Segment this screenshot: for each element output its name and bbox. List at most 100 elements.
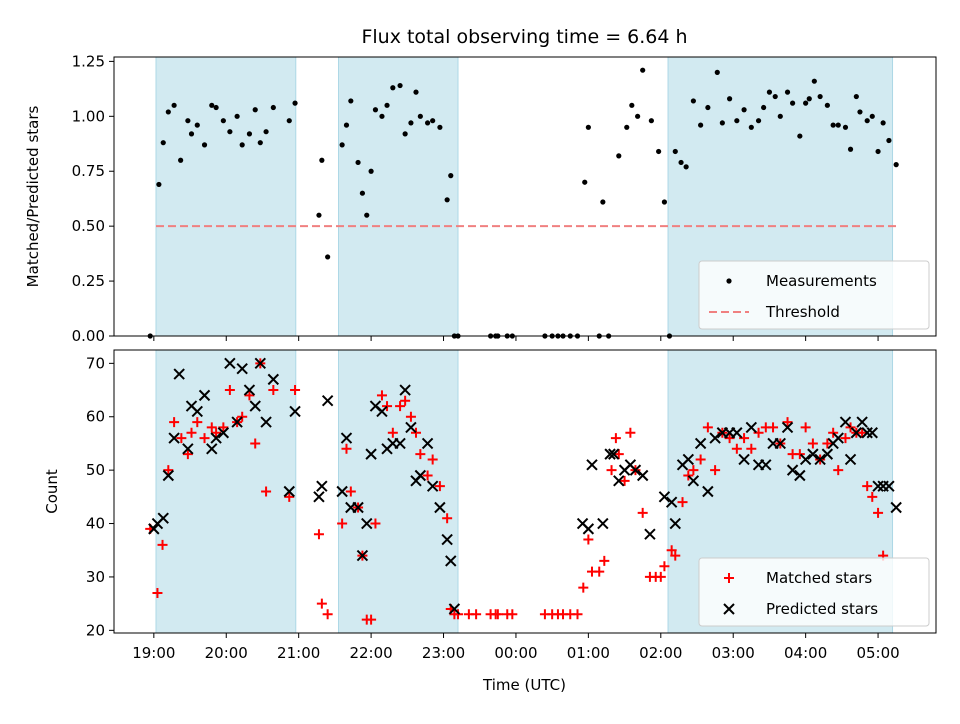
measurement-point: [777, 113, 783, 119]
measurement-point: [384, 102, 390, 108]
predicted-star-point: [224, 357, 236, 370]
measurement-point: [444, 197, 450, 203]
shaded-interval: [338, 349, 459, 634]
y-tick-label: 70: [86, 354, 105, 372]
predicted-star-point: [658, 491, 671, 503]
measurement-point: [705, 104, 711, 111]
predicted-star-point: [352, 501, 364, 514]
predicted-star-point: [709, 432, 721, 444]
measurement-point: [806, 96, 812, 102]
measurement-point: [160, 140, 166, 146]
measurement-point: [319, 157, 325, 163]
measurement-point: [864, 118, 870, 124]
predicted-star-point: [191, 405, 203, 418]
predicted-star-point: [243, 384, 256, 396]
predicted-star-point: [361, 517, 373, 530]
matched-star-point: [387, 427, 398, 438]
measurement-point: [690, 98, 696, 104]
measurement-point: [761, 104, 767, 111]
measurement-point: [811, 78, 817, 84]
matched-star-point: [186, 427, 197, 438]
predicted-star-point: [231, 416, 243, 428]
predicted-star-point: [613, 475, 625, 487]
matched-star-point: [176, 433, 187, 444]
matched-star-point: [206, 422, 217, 433]
predicted-star-point: [260, 416, 272, 428]
predicted-star-point: [236, 362, 248, 375]
matched-star-point: [862, 481, 873, 492]
legend-label: Matched stars: [766, 569, 872, 587]
matched-star-point: [833, 465, 844, 476]
y-tick-label: 0.75: [72, 162, 105, 180]
predicted-star-point: [794, 469, 806, 482]
measurement-point: [165, 109, 171, 115]
y-axis-label: Matched/Predicted stars: [24, 106, 42, 288]
measurement-point: [390, 85, 396, 91]
matched-star-point: [157, 539, 168, 550]
measurement-point: [257, 140, 263, 146]
matched-star-point: [610, 433, 621, 444]
matched-star-point: [702, 422, 713, 433]
measurement-point: [886, 137, 892, 144]
predicted-star-point: [821, 448, 834, 460]
predicted-star-point: [289, 405, 301, 418]
predicted-star-point: [376, 405, 388, 418]
x-tick-label: 19:00: [132, 644, 175, 662]
matched-star-point: [250, 438, 261, 449]
matched-star-point: [152, 587, 163, 598]
predicted-star-point: [168, 432, 180, 444]
predicted-star-point: [586, 459, 598, 471]
legend-dot-icon: [726, 278, 732, 284]
matched-star-point: [857, 427, 868, 438]
predicted-star-point: [210, 432, 222, 444]
plot-frame: [113, 56, 937, 337]
measurement-point: [600, 199, 606, 205]
predicted-star-point: [866, 427, 878, 439]
matched-star-point: [637, 507, 648, 518]
matched-star-point: [199, 433, 210, 444]
measurement-point: [424, 120, 431, 126]
predicted-star-point: [687, 475, 700, 487]
matched-star-point: [434, 481, 445, 492]
predicted-star-point: [582, 523, 595, 535]
x-tick-label: 00:00: [494, 644, 537, 662]
x-tick-label: 21:00: [277, 644, 320, 662]
predicted-star-point: [644, 528, 656, 540]
matched-star-point: [840, 433, 851, 444]
chart-title: Flux total observing time = 6.64 h: [361, 26, 687, 48]
measurement-point: [270, 104, 276, 111]
measurement-point: [368, 168, 374, 174]
matched-star-point: [768, 422, 779, 433]
predicted-star-point: [669, 517, 681, 530]
measurement-point: [748, 124, 754, 130]
measurement-point: [213, 104, 219, 111]
predicted-star-point: [774, 437, 786, 450]
matched-star-point: [782, 417, 793, 428]
measurement-point: [201, 142, 208, 148]
measurement-point: [325, 254, 331, 260]
legend: Matched stars Predicted stars: [698, 557, 930, 627]
matched-star-point: [572, 609, 583, 620]
legend-plus-icon: [724, 573, 734, 583]
measurement-point: [582, 179, 588, 185]
predicted-star-point: [745, 421, 758, 434]
matched-star-point: [290, 385, 301, 396]
predicted-star-point: [738, 453, 750, 466]
matched-star-point: [411, 427, 422, 438]
measurement-point: [741, 107, 747, 113]
predicted-star-point: [608, 448, 620, 460]
matched-star-point: [655, 571, 666, 582]
measurement-point: [292, 100, 298, 106]
measurement-point: [678, 159, 684, 166]
measurement-point: [220, 118, 226, 124]
measurement-point: [372, 107, 379, 113]
measurement-point: [194, 122, 200, 128]
matched-star-point: [594, 566, 605, 577]
matched-star-point: [244, 390, 255, 401]
y-axis-label: Count: [43, 469, 61, 514]
measurement-point: [178, 157, 184, 163]
matched-star-point: [659, 561, 670, 572]
legend-label: Measurements: [766, 272, 877, 290]
matched-star-point: [211, 427, 222, 438]
measurement-point: [880, 120, 886, 126]
